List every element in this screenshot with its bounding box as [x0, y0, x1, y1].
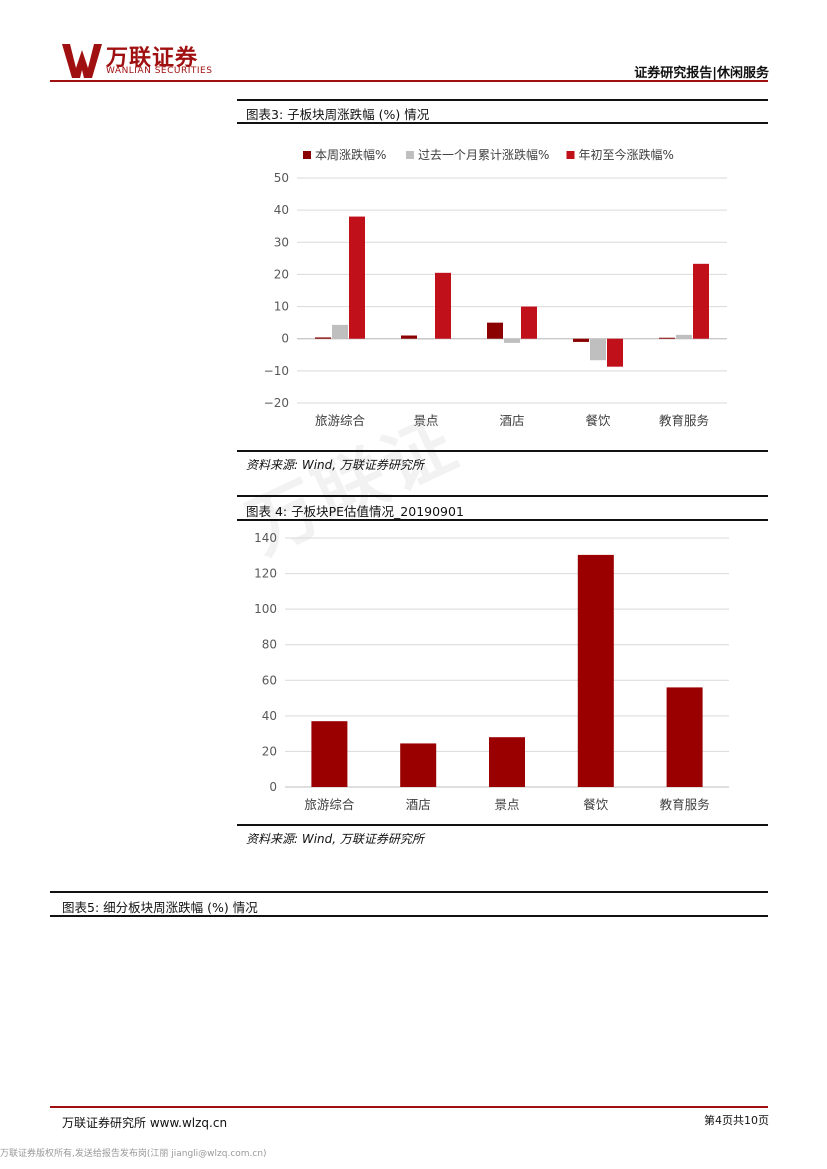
y-tick-label: 10	[274, 300, 289, 314]
bar	[401, 335, 417, 339]
fig5-top-rule	[50, 891, 768, 893]
y-tick-label: 140	[254, 531, 277, 545]
legend-label: 过去一个月累计涨跌幅%	[418, 147, 549, 162]
bar	[418, 338, 434, 340]
x-tick-label: 景点	[494, 797, 519, 812]
bar	[400, 743, 437, 787]
header-divider	[50, 80, 768, 82]
y-tick-label: 20	[262, 744, 277, 758]
x-tick-label: 酒店	[499, 413, 524, 428]
y-tick-label: 80	[262, 638, 277, 652]
legend-swatch	[406, 151, 414, 159]
x-tick-label: 旅游综合	[304, 797, 355, 812]
legend-swatch	[303, 151, 311, 159]
logo-subtext: WANLIAN SECURITIES	[106, 66, 213, 76]
y-tick-label: 40	[274, 203, 289, 217]
x-tick-label: 酒店	[406, 797, 431, 812]
fig3-caption: 图表3: 子板块周涨跌幅 (%) 情况	[246, 107, 430, 122]
x-tick-label: 景点	[413, 413, 438, 428]
bar	[504, 338, 520, 343]
fig5-caption-rule	[50, 915, 768, 917]
bar	[521, 306, 537, 339]
fig3-bottom-rule	[237, 450, 768, 452]
bar	[676, 334, 692, 339]
bar	[577, 554, 614, 787]
bar	[659, 337, 675, 339]
bar	[487, 322, 503, 339]
bar	[607, 338, 623, 367]
bar	[311, 721, 348, 787]
x-tick-label: 教育服务	[659, 413, 709, 428]
fig3-source: 资料来源: Wind, 万联证券研究所	[246, 458, 424, 472]
page-number: 第4页共10页	[704, 1114, 769, 1127]
x-tick-label: 旅游综合	[315, 413, 366, 428]
y-tick-label: 30	[274, 235, 289, 249]
bar	[315, 337, 331, 339]
y-tick-label: 0	[281, 332, 289, 346]
bar	[590, 338, 606, 361]
legend-label: 年初至今涨跌幅%	[579, 147, 674, 162]
x-tick-label: 餐饮	[585, 413, 611, 428]
legend-label: 本周涨跌幅%	[315, 147, 386, 162]
fig4-caption: 图表 4: 子板块PE估值情况_20190901	[246, 504, 464, 519]
fig3-caption-rule	[237, 122, 768, 124]
report-category: 证券研究报告|休闲服务	[634, 66, 769, 81]
fig3-chart: 50 40 30 20 10 0 −10 −20 旅游综合 景点 酒店 餐饮 教育服务 本周涨跌幅% 过去一…	[264, 147, 727, 428]
bar	[573, 338, 589, 342]
company-logo-icon	[62, 44, 102, 78]
bar	[666, 687, 703, 787]
y-tick-label: 0	[269, 780, 277, 794]
fig4-bottom-rule	[237, 824, 768, 826]
footer-website: 万联证券研究所 www.wlzq.cn	[62, 1116, 228, 1130]
bar	[693, 263, 709, 339]
y-tick-label: 60	[262, 673, 277, 687]
bar	[489, 737, 525, 787]
fig4-caption-rule	[237, 519, 768, 521]
logo-text: 万联证券	[106, 46, 199, 71]
y-tick-label: 20	[274, 267, 289, 281]
y-tick-label: 40	[262, 709, 277, 723]
y-tick-label: 50	[274, 171, 289, 185]
copyright-note: 万联证券版权所有,发送给报告发布岗(江丽 jiangli@wlzq.com.cn…	[0, 1149, 267, 1159]
fig5-caption: 图表5: 细分板块周涨跌幅 (%) 情况	[62, 900, 258, 915]
footer-divider	[50, 1106, 768, 1108]
fig4-chart: 140 120 100 80 60 40 20 0 旅游综合 酒店 景点 餐饮 教育服务	[254, 531, 729, 812]
bar	[332, 324, 348, 339]
fig3-top-rule	[237, 99, 768, 101]
legend-swatch	[566, 151, 575, 159]
y-tick-label: 120	[254, 567, 277, 581]
x-tick-label: 教育服务	[660, 797, 710, 812]
y-tick-label: −20	[264, 396, 289, 410]
bar	[435, 272, 451, 339]
x-tick-label: 餐饮	[583, 797, 609, 812]
y-tick-label: 100	[254, 602, 277, 616]
y-tick-label: −10	[264, 364, 289, 378]
fig4-source: 资料来源: Wind, 万联证券研究所	[246, 832, 424, 846]
bar	[349, 216, 365, 339]
fig4-top-rule	[237, 495, 768, 497]
